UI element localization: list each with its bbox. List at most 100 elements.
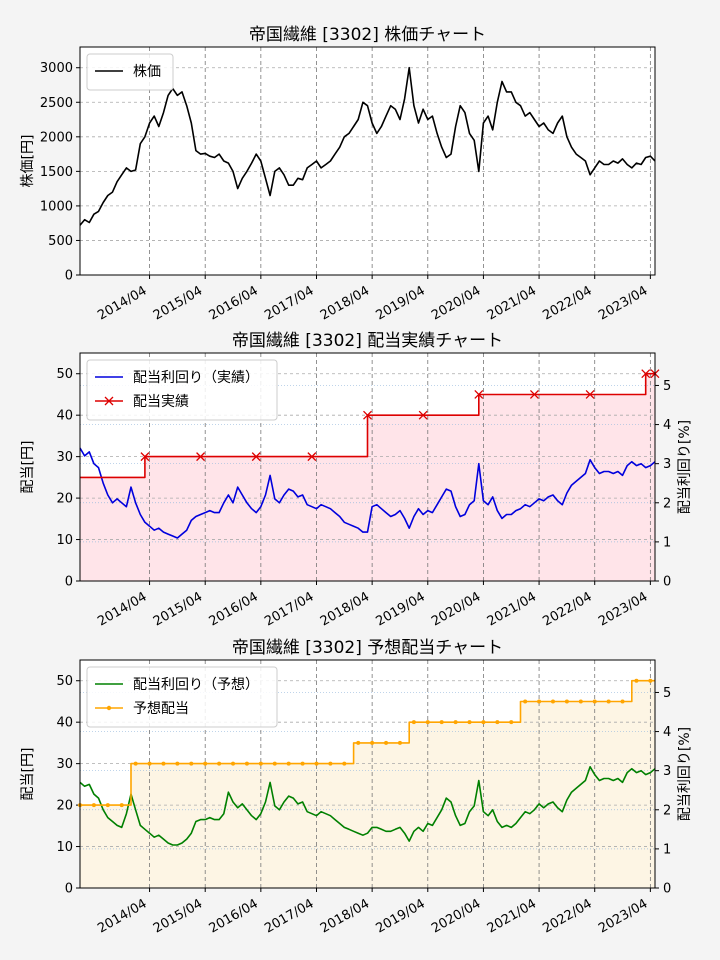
x-tick-label: 2019/04 [374, 896, 428, 936]
x-tick-label: 2020/04 [429, 896, 483, 936]
y2-tick-label: 2 [663, 803, 671, 818]
legend: 配当利回り（予想） 予想配当 [86, 666, 278, 728]
y-tick-label: 40 [56, 716, 73, 731]
x-tick-label: 2020/04 [429, 283, 483, 323]
dividend-marker [648, 678, 653, 683]
dividend-marker [244, 761, 249, 766]
dividend-marker [481, 720, 486, 725]
plot-frame [79, 659, 656, 889]
y-axis-label: 株価[円] [20, 135, 36, 188]
dividend-marker [474, 389, 484, 399]
dividend-marker [495, 720, 500, 725]
y-tick-label: 30 [56, 450, 73, 465]
x-tick-label: 2022/04 [540, 589, 594, 629]
y2-tick-label: 2 [663, 496, 671, 511]
legend-label: 株価 [133, 64, 161, 80]
plot-frame [79, 352, 656, 582]
x-tick-label: 2018/04 [318, 896, 372, 936]
x-tick-label: 2020/04 [429, 589, 483, 629]
y2-axis-label: 配当利回り[%] [677, 727, 693, 821]
dividend-marker [203, 761, 208, 766]
dividend-marker [592, 699, 597, 704]
dividend-marker [363, 410, 372, 420]
x-tick-label: 2021/04 [485, 283, 539, 323]
legend-label: 配当実績 [133, 394, 189, 410]
dividend-marker [509, 720, 514, 725]
y-tick-label: 0 [65, 575, 73, 590]
x-tick-label: 2017/04 [262, 283, 316, 323]
legend-box [86, 359, 278, 421]
x-tick-label: 2016/04 [207, 283, 261, 323]
chart-title: 帝国繊維 [3302] 株価チャート [249, 25, 486, 45]
series-line-1 [79, 765, 656, 846]
dividend-marker [105, 803, 110, 808]
x-tick-label: 2022/04 [540, 283, 594, 323]
dividend-marker [251, 452, 261, 462]
y-tick-label: 3000 [40, 61, 73, 76]
chart-title: 帝国繊維 [3302] 予想配当チャート [232, 638, 503, 658]
legend-marker [106, 705, 112, 711]
legend-marker [104, 396, 114, 406]
legend-box [86, 666, 278, 728]
x-tick-label: 2018/04 [318, 589, 372, 629]
dividend-marker [585, 389, 595, 399]
dividend-marker [328, 761, 333, 766]
x-tick-label: 2023/04 [596, 589, 650, 629]
y2-tick-label: 3 [663, 764, 671, 779]
dividend-marker [314, 761, 319, 766]
chart-panel-3: 2014/04 2015/04 2016/04 2017/04 2018/04 2019/… [20, 638, 693, 936]
x-tick-label: 2023/04 [596, 896, 650, 936]
dividend-marker [91, 803, 96, 808]
dividend-marker [564, 699, 569, 704]
x-tick-label: 2018/04 [318, 283, 372, 323]
y2-tick-label: 1 [663, 535, 671, 550]
dividend-marker [140, 452, 150, 462]
dividend-marker [272, 761, 277, 766]
x-tick-label: 2023/04 [596, 283, 650, 323]
series-line-2 [80, 679, 655, 806]
y-tick-label: 2000 [40, 130, 73, 145]
x-tick-label: 2014/04 [95, 589, 149, 629]
y-tick-label: 20 [56, 799, 73, 814]
series-line-1 [79, 66, 656, 226]
dividend-marker [217, 761, 222, 766]
y-tick-label: 2500 [40, 96, 73, 111]
legend-label: 配当利回り（実績） [133, 370, 259, 386]
dividend-marker [397, 740, 402, 745]
y-tick-label: 30 [56, 757, 73, 772]
x-tick-label: 2015/04 [151, 589, 205, 629]
chart-title: 帝国繊維 [3302] 配当実績チャート [232, 331, 503, 351]
y-axis-label: 配当[円] [20, 441, 36, 494]
y2-tick-label: 1 [663, 842, 671, 857]
y-tick-label: 0 [65, 269, 73, 284]
y-tick-label: 0 [65, 882, 73, 897]
dividend-marker [356, 740, 361, 745]
x-tick-label: 2019/04 [374, 589, 428, 629]
dividend-marker [307, 452, 317, 462]
x-tick-label: 2014/04 [95, 896, 149, 936]
y-axis-label: 配当[円] [20, 748, 36, 801]
dividend-marker [425, 720, 430, 725]
y-tick-label: 1500 [40, 165, 73, 180]
y2-tick-label: 5 [663, 686, 671, 701]
dividend-marker [641, 369, 651, 379]
dividend-area [80, 373, 655, 581]
dividend-marker [286, 761, 291, 766]
y-tick-label: 40 [56, 409, 73, 424]
y2-tick-label: 4 [663, 418, 671, 433]
y-tick-label: 50 [56, 674, 73, 689]
dividend-marker [300, 761, 305, 766]
x-tick-label: 2014/04 [95, 283, 149, 323]
dividend-marker [537, 699, 542, 704]
y-tick-label: 10 [56, 840, 73, 855]
dividend-marker [384, 740, 389, 745]
legend: 配当利回り（実績） 配当実績 [86, 359, 278, 421]
dividend-marker [133, 761, 138, 766]
legend-label: 配当利回り（予想） [133, 677, 259, 693]
chart-panel-2: 2014/04 2015/04 2016/04 2017/04 2018/04 2019/… [20, 331, 693, 629]
x-tick-label: 2016/04 [207, 589, 261, 629]
chart-panel-1: 2014/04 2015/04 2016/04 2017/04 2018/04 2019/… [20, 25, 656, 323]
dividend-marker [147, 761, 152, 766]
legend: 株価 [86, 53, 174, 91]
y-tick-label: 10 [56, 533, 73, 548]
